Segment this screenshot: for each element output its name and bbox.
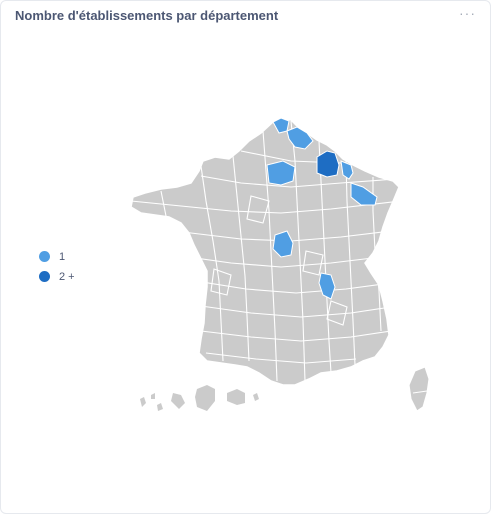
- overseas-guyane: [171, 393, 185, 409]
- dashboard-card: Nombre d'établissements par département …: [0, 0, 491, 514]
- dept-ardennes[interactable]: [316, 150, 340, 178]
- dept-north-coast[interactable]: [272, 117, 290, 134]
- dept-meuse[interactable]: [340, 160, 354, 180]
- more-options-icon[interactable]: ···: [459, 5, 476, 21]
- corsica-border: [412, 390, 428, 394]
- legend-label-2plus: 2 +: [59, 270, 75, 283]
- overseas-martinique-1: [151, 393, 155, 399]
- overseas-island: [253, 393, 259, 401]
- legend-item-1: 1: [39, 249, 75, 264]
- dept-lorraine[interactable]: [350, 182, 378, 206]
- dept-centre[interactable]: [272, 230, 294, 258]
- legend-label-1: 1: [59, 250, 66, 263]
- legend-swatch-2plus: [39, 271, 50, 282]
- overseas-mayotte: [227, 389, 245, 405]
- dept-north-border[interactable]: [286, 126, 314, 150]
- legend-item-2plus: 2 +: [39, 269, 75, 284]
- department-borders: [131, 120, 399, 382]
- overseas-reunion: [195, 385, 215, 411]
- card-title: Nombre d'établissements par département: [15, 8, 279, 23]
- legend-swatch-1: [39, 251, 50, 262]
- overseas-martinique-2: [157, 403, 163, 411]
- overseas-guadeloupe: [140, 397, 146, 407]
- dept-rhone[interactable]: [318, 272, 336, 300]
- dept-paris-region[interactable]: [266, 160, 296, 186]
- corsica: [408, 366, 430, 412]
- map-legend: 1 2 +: [39, 249, 75, 289]
